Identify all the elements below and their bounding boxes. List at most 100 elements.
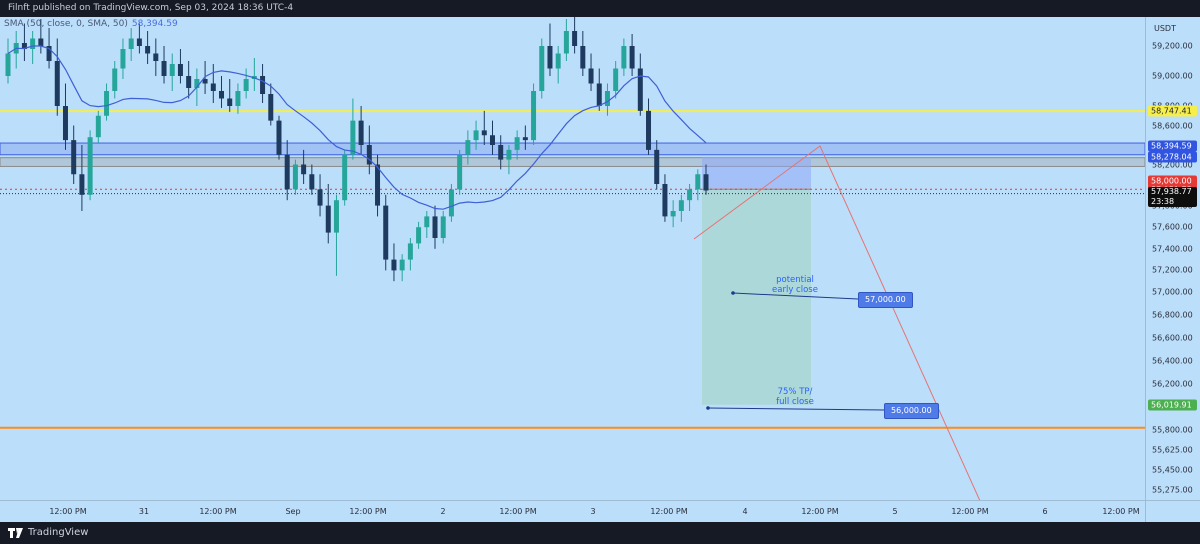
time-tick: 6 bbox=[1042, 507, 1048, 516]
candle-body bbox=[416, 227, 422, 244]
publisher-text: Filnft published on TradingView.com, Sep… bbox=[8, 3, 294, 13]
price-label: 58,278.04 bbox=[1148, 151, 1197, 163]
stop-zone bbox=[702, 156, 811, 190]
tradingview-logo: TradingView bbox=[8, 527, 88, 538]
time-tick: 12:00 PM bbox=[1102, 507, 1140, 516]
candle-body bbox=[54, 61, 60, 106]
candle-body bbox=[177, 64, 183, 76]
time-tick: Sep bbox=[285, 507, 301, 516]
price-axis[interactable]: USDT 59,200.0059,000.0058,800.0058,600.0… bbox=[1145, 17, 1200, 500]
candle-body bbox=[588, 68, 594, 84]
candle-body bbox=[489, 135, 495, 145]
price-tick: 56,400.00 bbox=[1152, 356, 1193, 366]
candle-body bbox=[284, 154, 290, 190]
candle-body bbox=[227, 98, 233, 106]
tradingview-logo-icon bbox=[8, 527, 23, 538]
candle-body bbox=[662, 184, 668, 217]
candle-body bbox=[342, 154, 348, 201]
candle-body bbox=[145, 46, 151, 54]
footer-bar: TradingView bbox=[0, 522, 1200, 544]
candle-body bbox=[604, 91, 610, 106]
candle-body bbox=[580, 46, 586, 69]
candle-body bbox=[325, 205, 331, 233]
candle-body bbox=[506, 149, 512, 160]
candle-body bbox=[62, 106, 68, 141]
time-tick: 12:00 PM bbox=[650, 507, 688, 516]
price-tick: 59,000.00 bbox=[1152, 71, 1193, 81]
candle-body bbox=[375, 164, 381, 206]
candle-body bbox=[194, 79, 200, 88]
candle-body bbox=[678, 200, 684, 211]
candle-body bbox=[654, 149, 660, 184]
candle-body bbox=[5, 53, 11, 76]
candle-body bbox=[465, 140, 471, 155]
price-label: 56,019.91 bbox=[1148, 399, 1197, 411]
candle-body bbox=[120, 49, 126, 69]
candle-body bbox=[128, 38, 134, 49]
resistance-zone bbox=[0, 142, 1145, 156]
candle-body bbox=[317, 189, 323, 206]
price-label: 58,747.41 bbox=[1148, 105, 1197, 117]
candle-body bbox=[350, 120, 356, 155]
time-axis[interactable]: 12:00 PM 31 12:00 PM Sep 12:00 PM 2 12:00 PM 3 1… bbox=[0, 500, 1145, 522]
price-tick: 55,800.00 bbox=[1152, 425, 1193, 435]
price-tick: 55,450.00 bbox=[1152, 465, 1193, 475]
full-close-arrow bbox=[707, 407, 885, 411]
candle-body bbox=[202, 79, 208, 84]
time-tick: 5 bbox=[892, 507, 898, 516]
candle-body bbox=[637, 68, 643, 111]
candle-body bbox=[104, 91, 110, 116]
candle-body bbox=[219, 91, 225, 99]
candle-body bbox=[572, 31, 578, 46]
candle-body bbox=[629, 46, 635, 69]
candle-body bbox=[613, 68, 619, 91]
candle-body bbox=[391, 259, 397, 271]
brand-text: TradingView bbox=[28, 527, 89, 538]
time-tick: 4 bbox=[742, 507, 748, 516]
price-tick: 58,200.00 bbox=[1152, 160, 1193, 169]
publisher-header: Filnft published on TradingView.com, Sep… bbox=[0, 0, 1200, 17]
candle-body bbox=[399, 259, 405, 271]
axis-corner bbox=[1145, 500, 1200, 522]
candle-body bbox=[169, 64, 175, 76]
candle-body bbox=[161, 61, 167, 76]
candle-body bbox=[21, 43, 27, 49]
candle-body bbox=[87, 137, 93, 195]
full-close-price-tag[interactable]: 56,000.00 bbox=[884, 403, 939, 419]
chart-canvas[interactable] bbox=[0, 17, 1145, 500]
candle-body bbox=[424, 216, 430, 228]
candle-body bbox=[276, 120, 282, 155]
candle-body bbox=[555, 53, 561, 69]
candle-body bbox=[457, 154, 463, 190]
full-close-note: 75% TP/ full close bbox=[776, 387, 814, 407]
candle-body bbox=[522, 137, 528, 141]
price-tick: 57,000.00 bbox=[1152, 287, 1193, 297]
candle-body bbox=[448, 189, 454, 217]
price-label: 57,938.77 23:38 bbox=[1148, 186, 1197, 207]
early-close-price-tag[interactable]: 57,000.00 bbox=[858, 292, 913, 308]
price-tick: 56,800.00 bbox=[1152, 310, 1193, 320]
indicator-name: SMA (50, close, 0, SMA, 50) bbox=[4, 19, 128, 29]
early-close-arrow bbox=[732, 292, 859, 300]
chart-pane[interactable]: SMA (50, close, 0, SMA, 50) 58,394.59 pot… bbox=[0, 17, 1145, 500]
candle-body bbox=[243, 79, 249, 91]
time-tick: 12:00 PM bbox=[49, 507, 87, 516]
price-tick: 56,600.00 bbox=[1152, 333, 1193, 343]
profit-zone bbox=[702, 189, 811, 405]
candle-body bbox=[333, 200, 339, 233]
candle-body bbox=[235, 91, 241, 106]
candle-body bbox=[95, 115, 101, 138]
price-tick: 57,200.00 bbox=[1152, 265, 1193, 275]
candle-body bbox=[596, 83, 602, 106]
candle-body bbox=[646, 110, 652, 150]
candle-body bbox=[481, 130, 487, 136]
candle-body bbox=[79, 174, 85, 195]
price-label: 58,394.59 bbox=[1148, 140, 1197, 152]
candle-body bbox=[186, 76, 192, 88]
candle-body bbox=[539, 46, 545, 91]
early-close-dot bbox=[731, 291, 735, 295]
price-tick: 58,600.00 bbox=[1152, 121, 1193, 130]
indicator-legend[interactable]: SMA (50, close, 0, SMA, 50) 58,394.59 bbox=[4, 19, 178, 29]
price-tick: 56,200.00 bbox=[1152, 379, 1193, 389]
indicator-value: 58,394.59 bbox=[131, 19, 178, 29]
